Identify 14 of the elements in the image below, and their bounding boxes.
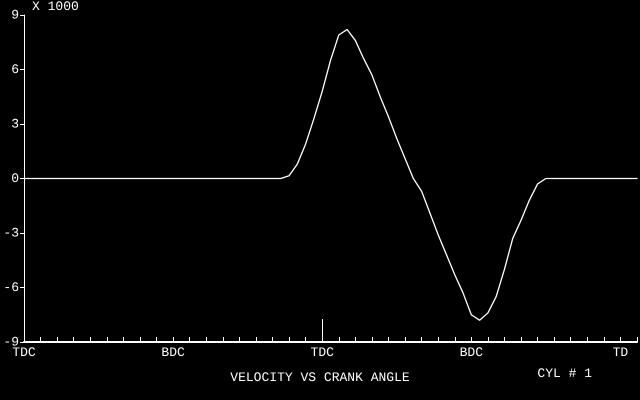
y-tick-label: 9 [11, 8, 19, 22]
x-tick-label: TD [612, 345, 628, 360]
y-tick-label: -6 [3, 280, 19, 295]
y-tick-label: 6 [11, 62, 19, 77]
y-tick-label: -3 [3, 226, 19, 240]
y-axis-title: X 1000 [32, 0, 79, 14]
x-tick-label: TDC [310, 345, 334, 360]
text: VELOCITY VS CRANK ANGLE [230, 370, 410, 385]
text: CYL # 1 [537, 366, 592, 381]
x-tick-label: TDC [12, 345, 36, 360]
y-tick-label: 3 [11, 116, 19, 132]
x-tick-label: BDC [460, 345, 484, 360]
x-tick-label: BDC [161, 345, 186, 360]
y-tick-label: 0 [11, 171, 19, 186]
